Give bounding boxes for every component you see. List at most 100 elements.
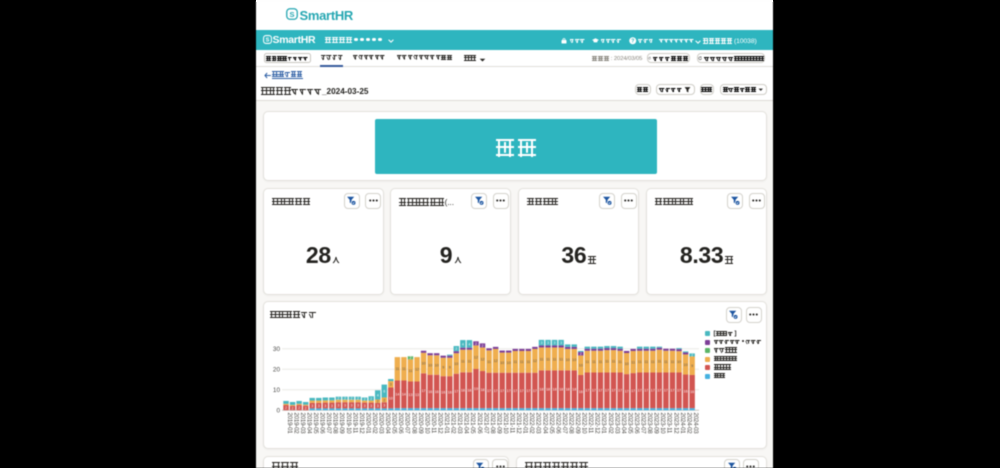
svg-text:2023-01: 2023-01	[600, 413, 607, 435]
svg-text:2023-06: 2023-06	[633, 413, 640, 435]
svg-text:3: 3	[364, 404, 366, 408]
svg-text:11: 11	[559, 357, 563, 361]
svg-text:3: 3	[324, 404, 326, 408]
svg-text:17: 17	[526, 389, 530, 393]
svg-text:2: 2	[481, 344, 483, 348]
svg-text:17: 17	[670, 389, 674, 393]
svg-text:11: 11	[664, 360, 668, 364]
svg-text:2022-11: 2022-11	[587, 413, 594, 434]
svg-text:18: 18	[559, 388, 563, 392]
svg-text:2: 2	[580, 352, 582, 356]
svg-text:2022-02: 2022-02	[528, 413, 535, 435]
svg-text:3: 3	[377, 404, 379, 408]
svg-text:2: 2	[409, 356, 411, 360]
svg-text:2019-06: 2019-06	[319, 413, 326, 435]
svg-text:19: 19	[474, 387, 478, 391]
svg-text:2020-10: 2020-10	[423, 413, 430, 435]
svg-text:2: 2	[357, 397, 359, 401]
svg-text:17: 17	[611, 389, 615, 393]
svg-text:2021-12: 2021-12	[515, 413, 522, 435]
svg-text:10: 10	[389, 396, 393, 400]
svg-text:2020-01: 2020-01	[364, 413, 371, 435]
svg-text:2023-09: 2023-09	[653, 413, 660, 435]
svg-text:6: 6	[383, 389, 385, 393]
svg-text:2: 2	[383, 398, 385, 402]
svg-text:2023-04: 2023-04	[620, 413, 627, 435]
svg-text:16: 16	[448, 391, 452, 395]
svg-text:2021-07: 2021-07	[482, 413, 489, 435]
svg-text:11: 11	[553, 357, 557, 361]
svg-text:11: 11	[612, 360, 616, 364]
svg-text:10: 10	[572, 358, 576, 362]
svg-text:11: 11	[487, 360, 491, 364]
svg-text:3: 3	[554, 341, 556, 345]
svg-text:12: 12	[533, 359, 537, 363]
svg-text:2022-10: 2022-10	[581, 413, 588, 435]
svg-text:17: 17	[494, 389, 498, 393]
svg-text:11: 11	[605, 360, 609, 364]
svg-text:11: 11	[520, 360, 524, 364]
svg-text:2022-05: 2022-05	[548, 413, 555, 435]
svg-text:2021-06: 2021-06	[476, 413, 483, 435]
svg-text:12: 12	[494, 359, 498, 363]
svg-text:10: 10	[273, 387, 281, 394]
svg-text:2019-04: 2019-04	[305, 413, 312, 435]
svg-text:18: 18	[572, 388, 576, 392]
svg-text:2023-03: 2023-03	[613, 413, 620, 435]
svg-text:2020-02: 2020-02	[371, 413, 378, 435]
svg-text:2: 2	[285, 406, 287, 410]
svg-text:2: 2	[305, 406, 307, 410]
svg-text:18: 18	[546, 388, 550, 392]
svg-text:17: 17	[677, 389, 681, 393]
svg-text:17: 17	[651, 389, 655, 393]
svg-text:2021-05: 2021-05	[469, 413, 476, 435]
svg-text:2: 2	[455, 347, 457, 351]
svg-text:16: 16	[428, 390, 432, 394]
svg-text:18: 18	[553, 388, 557, 392]
svg-text:17: 17	[664, 389, 668, 393]
svg-text:2022-01: 2022-01	[522, 413, 529, 435]
svg-text:10: 10	[428, 363, 432, 367]
svg-text:2023-02: 2023-02	[607, 413, 614, 435]
svg-text:2: 2	[350, 397, 352, 401]
svg-text:2: 2	[344, 397, 346, 401]
svg-text:17: 17	[500, 389, 504, 393]
svg-text:2: 2	[691, 353, 693, 357]
svg-text:2019-07: 2019-07	[325, 413, 332, 435]
svg-text:2023-08: 2023-08	[646, 413, 653, 435]
svg-text:11: 11	[402, 367, 406, 371]
svg-text:3: 3	[337, 404, 339, 408]
svg-text:10: 10	[579, 364, 583, 368]
svg-text:4: 4	[462, 342, 464, 346]
svg-text:18: 18	[566, 388, 570, 392]
svg-text:18: 18	[461, 389, 465, 393]
svg-text:2021-10: 2021-10	[502, 413, 509, 435]
svg-text:2020-05: 2020-05	[391, 413, 398, 435]
svg-text:13: 13	[415, 393, 419, 397]
svg-text:3: 3	[357, 404, 359, 408]
svg-text:3: 3	[390, 383, 392, 387]
svg-text:17: 17	[454, 389, 458, 393]
svg-text:11: 11	[395, 367, 399, 371]
svg-text:2022-12: 2022-12	[594, 413, 601, 435]
svg-text:2019-10: 2019-10	[345, 413, 352, 435]
svg-text:16: 16	[435, 390, 439, 394]
svg-text:2022-06: 2022-06	[554, 413, 561, 435]
svg-text:2021-11: 2021-11	[509, 413, 516, 434]
svg-text:10: 10	[566, 358, 570, 362]
svg-text:2: 2	[292, 406, 294, 410]
svg-text:0: 0	[276, 407, 280, 414]
svg-text:2022-08: 2022-08	[567, 413, 574, 435]
svg-text:2020-08: 2020-08	[410, 413, 417, 435]
svg-text:2023-12: 2023-12	[672, 413, 679, 435]
svg-text:3: 3	[311, 404, 313, 408]
svg-text:16: 16	[441, 391, 445, 395]
svg-text:17: 17	[422, 389, 426, 393]
svg-text:11: 11	[657, 360, 661, 364]
svg-text:12: 12	[480, 358, 484, 362]
svg-text:10: 10	[625, 362, 629, 366]
svg-text:2022-07: 2022-07	[561, 413, 568, 435]
svg-text:2019-01: 2019-01	[286, 413, 293, 435]
svg-text:2020-03: 2020-03	[378, 413, 385, 435]
svg-text:10: 10	[507, 361, 511, 365]
